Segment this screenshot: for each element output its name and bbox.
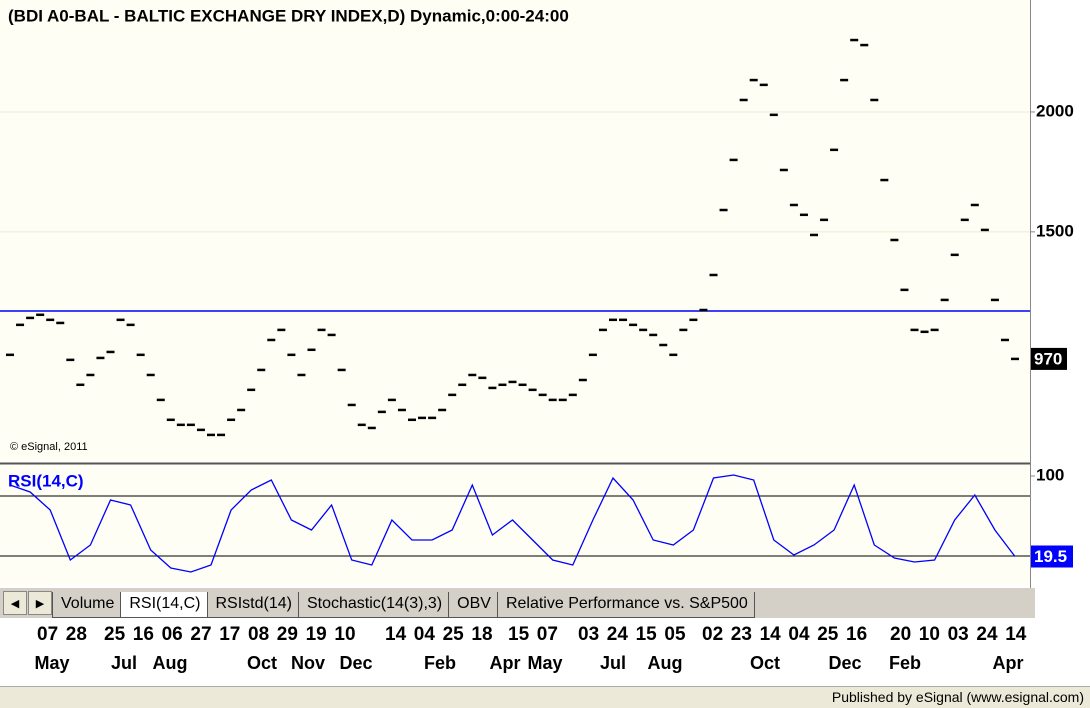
y-tick-label: 1500 bbox=[1036, 221, 1074, 240]
x-tick-label: 18 bbox=[471, 624, 492, 645]
y-tick-label: 2000 bbox=[1036, 101, 1074, 120]
x-tick-label: 08 bbox=[248, 624, 269, 645]
x-tick-label: 23 bbox=[731, 624, 752, 645]
x-month-label: Dec bbox=[339, 653, 372, 673]
x-tick-label: 24 bbox=[976, 624, 998, 645]
x-tick-label: 29 bbox=[277, 624, 298, 645]
x-tick-label: 17 bbox=[219, 624, 240, 645]
last-value-box bbox=[1031, 545, 1073, 568]
x-tick-label: 19 bbox=[306, 624, 327, 645]
x-month-label: Feb bbox=[424, 653, 456, 673]
x-tick-label: 03 bbox=[948, 624, 969, 645]
x-month-label: Aug bbox=[153, 653, 188, 673]
x-tick-label: 06 bbox=[162, 624, 183, 645]
x-tick-label: 04 bbox=[414, 624, 436, 645]
x-month-label: Jul bbox=[111, 653, 137, 673]
x-month-label: Nov bbox=[291, 653, 325, 673]
x-tick-label: 25 bbox=[817, 624, 839, 645]
x-month-label: Apr bbox=[490, 653, 521, 673]
x-tick-label: 07 bbox=[37, 624, 58, 645]
x-month-label: Oct bbox=[750, 653, 780, 673]
chart: (BDI A0-BAL - BALTIC EXCHANGE DRY INDEX,… bbox=[0, 0, 1074, 588]
x-tick-label: 15 bbox=[636, 624, 658, 645]
tab[interactable]: OBV bbox=[448, 592, 498, 618]
x-tick-label: 07 bbox=[537, 624, 558, 645]
x-tick-label: 14 bbox=[760, 624, 782, 645]
x-month-label: Dec bbox=[828, 653, 861, 673]
x-tick-label: 05 bbox=[664, 624, 686, 645]
x-tick-label: 10 bbox=[334, 624, 355, 645]
x-month-label: May bbox=[34, 653, 69, 673]
x-tick-label: 20 bbox=[890, 624, 911, 645]
x-tick-label: 27 bbox=[190, 624, 211, 645]
x-month-label: Jul bbox=[600, 653, 626, 673]
price-panel bbox=[0, 0, 1030, 462]
tab[interactable]: Stochastic(14(3),3) bbox=[297, 592, 450, 618]
x-month-label: Feb bbox=[889, 653, 921, 673]
tab[interactable]: Relative Performance vs. S&P500 bbox=[496, 592, 755, 618]
y-tick-label: 100 bbox=[1036, 465, 1064, 484]
x-tick-label: 02 bbox=[702, 624, 723, 645]
x-month-label: Apr bbox=[993, 653, 1024, 673]
x-month-label: Oct bbox=[247, 653, 277, 673]
chart-title: (BDI A0-BAL - BALTIC EXCHANGE DRY INDEX,… bbox=[8, 6, 569, 25]
footer: Published by eSignal (www.esignal.com) bbox=[831, 689, 1084, 705]
rsi-label: RSI(14,C) bbox=[8, 471, 84, 490]
status-bar: Published by eSignal (www.esignal.com) bbox=[0, 686, 1090, 708]
copyright: © eSignal, 2011 bbox=[10, 441, 88, 453]
last-value-box bbox=[1031, 347, 1067, 370]
scroll-left[interactable]: ◀ bbox=[3, 591, 27, 615]
x-tick-label: 15 bbox=[508, 624, 530, 645]
x-tick-label: 14 bbox=[1005, 624, 1027, 645]
date-axis: 07 28 25 16 06 27 17 08 29 19 10 14 04 25 18 15 07 03 24 15… bbox=[34, 624, 1027, 673]
x-month-label: May bbox=[527, 653, 562, 673]
x-tick-label: 04 bbox=[788, 624, 810, 645]
tab[interactable]: RSI(14,C) bbox=[120, 592, 208, 618]
x-tick-label: 03 bbox=[578, 624, 599, 645]
x-tick-label: 16 bbox=[133, 624, 154, 645]
scroll-right[interactable]: ▶ bbox=[28, 591, 52, 615]
tab[interactable]: RSIstd(14) bbox=[206, 592, 299, 618]
x-tick-label: 16 bbox=[846, 624, 867, 645]
rsi-panel bbox=[0, 465, 1030, 585]
x-tick-label: 14 bbox=[385, 624, 407, 645]
rsi-line bbox=[9, 474, 1016, 573]
x-tick-label: 24 bbox=[607, 624, 629, 645]
last-value-label: 19.5 bbox=[1034, 547, 1067, 566]
x-tick-label: 10 bbox=[919, 624, 940, 645]
x-month-label: Aug bbox=[648, 653, 683, 673]
x-tick-label: 25 bbox=[104, 624, 126, 645]
tab[interactable]: Volume bbox=[52, 592, 122, 618]
last-value-label: 970 bbox=[1034, 349, 1062, 368]
x-tick-label: 25 bbox=[443, 624, 465, 645]
x-tick-label: 28 bbox=[66, 624, 87, 645]
tab-bar: ◀ ▶ Volume RSI(14,C) RSIstd(14) Stochastic(… bbox=[0, 588, 1035, 618]
